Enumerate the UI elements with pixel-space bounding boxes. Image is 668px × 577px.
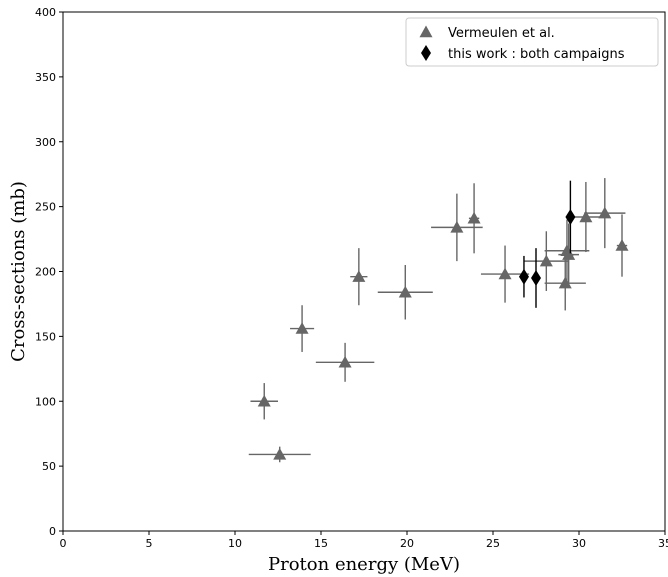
- data-point: [565, 209, 576, 226]
- y-axis-label: Cross-sections (mb): [8, 181, 29, 362]
- x-tick-label: 5: [146, 537, 153, 550]
- series-1: [518, 180, 576, 308]
- y-tick-label: 0: [49, 525, 56, 538]
- data-point: [273, 447, 287, 460]
- y-tick-label: 400: [35, 6, 56, 19]
- y-tick-label: 250: [35, 201, 56, 214]
- data-point: [338, 355, 352, 368]
- y-tick-label: 300: [35, 136, 56, 149]
- data-point: [352, 270, 366, 282]
- x-tick-label: 25: [486, 537, 500, 550]
- y-tick-label: 100: [35, 395, 56, 408]
- legend-box: [405, 17, 659, 67]
- x-tick-label: 10: [228, 537, 242, 550]
- series-0: [248, 178, 629, 463]
- data-point: [531, 269, 541, 286]
- legend-marker-1: [421, 45, 431, 61]
- data-point: [539, 254, 553, 267]
- data-point: [615, 239, 629, 251]
- x-axis-label: Proton energy (MeV): [268, 554, 460, 575]
- y-tick-label: 150: [35, 330, 56, 343]
- data-point: [518, 268, 529, 285]
- data-point: [598, 206, 612, 219]
- x-tick-label: 0: [60, 537, 67, 550]
- y-tick-label: 200: [35, 266, 56, 279]
- data-point: [257, 394, 271, 407]
- axes: 05101520253035050100150200250300350400: [35, 6, 668, 550]
- data-point: [398, 285, 412, 298]
- y-tick-label: 50: [42, 460, 56, 473]
- legend: Vermeulen et al. this work : both campaig…: [405, 17, 659, 67]
- data-point: [450, 220, 464, 233]
- x-tick-label: 30: [572, 537, 586, 550]
- legend-label-1: this work : both campaigns: [448, 47, 625, 62]
- y-tick-label: 350: [35, 71, 56, 84]
- data-point: [579, 210, 593, 223]
- x-tick-label: 15: [314, 537, 328, 550]
- data-point: [467, 211, 481, 224]
- legend-marker-0: [419, 25, 433, 38]
- data-marks: [248, 178, 629, 463]
- legend-label-0: Vermeulen et al.: [448, 26, 555, 41]
- x-tick-label: 35: [658, 537, 668, 550]
- plot-frame: [62, 11, 666, 532]
- data-point: [562, 248, 576, 260]
- data-point: [295, 322, 309, 334]
- x-tick-label: 20: [400, 537, 414, 550]
- data-point: [498, 267, 512, 280]
